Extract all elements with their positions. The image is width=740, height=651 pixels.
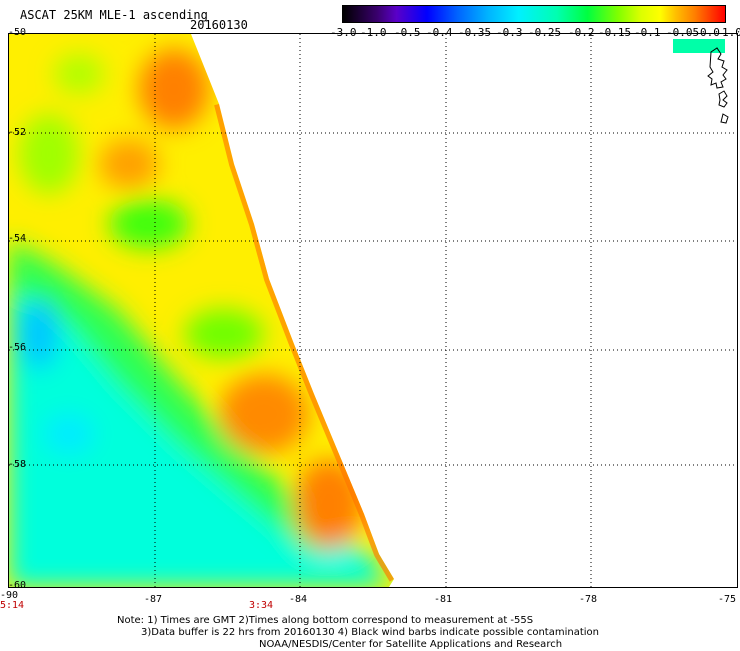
- data-patch: [673, 39, 725, 53]
- colorbar-label: -0.4: [426, 26, 453, 39]
- lon-label: -90: [0, 590, 19, 601]
- wind-field-map: [8, 33, 738, 588]
- lat-label: -60: [8, 580, 27, 591]
- colorbar-label: -0.2: [568, 26, 595, 39]
- colorbar-labels: -3.0 -1.0 -0.5 -0.4 -0.35 -0.3 -0.25 -0.…: [330, 26, 740, 39]
- lat-label: -52: [8, 127, 27, 138]
- colorbar-label: 0.0: [700, 26, 720, 39]
- lon-label: -78: [579, 594, 598, 605]
- colorbar-label: -0.25: [528, 26, 562, 39]
- map-canvas: [9, 34, 737, 587]
- coastline: [707, 47, 729, 124]
- colorbar-label: -0.5: [394, 26, 421, 39]
- map-title: ASCAT 25KM MLE-1 ascending: [20, 8, 208, 22]
- time-label: 3:34: [249, 600, 274, 611]
- lat-label: -56: [8, 342, 27, 353]
- swath-data: [9, 34, 394, 587]
- colorbar-label: 1.0: [722, 26, 740, 39]
- colorbar: [342, 5, 726, 23]
- lat-label: -50: [8, 27, 27, 38]
- colorbar-label: -0.1: [634, 26, 661, 39]
- colorbar-label: -3.0: [330, 26, 357, 39]
- colorbar-label: -1.0: [360, 26, 387, 39]
- map-date: 20160130: [190, 18, 248, 32]
- colorbar-label: -0.3: [496, 26, 523, 39]
- time-label: 5:14: [0, 600, 25, 611]
- lon-label: -87: [144, 594, 163, 605]
- lat-label: -58: [8, 459, 27, 470]
- lat-label: -54: [8, 233, 27, 244]
- lon-label: -75: [718, 594, 737, 605]
- lon-label: -84: [289, 594, 308, 605]
- grid-lines: [9, 34, 737, 587]
- note-line-2: 3)Data buffer is 22 hrs from 20160130 4)…: [141, 627, 599, 638]
- colorbar-label: -0.15: [598, 26, 632, 39]
- note-line-3: NOAA/NESDIS/Center for Satellite Applica…: [259, 639, 563, 650]
- colorbar-label: -0.35: [458, 26, 492, 39]
- colorbar-label: -0.05: [666, 26, 700, 39]
- note-line-1: Note: 1) Times are GMT 2)Times along bot…: [117, 615, 534, 626]
- lon-label: -81: [434, 594, 453, 605]
